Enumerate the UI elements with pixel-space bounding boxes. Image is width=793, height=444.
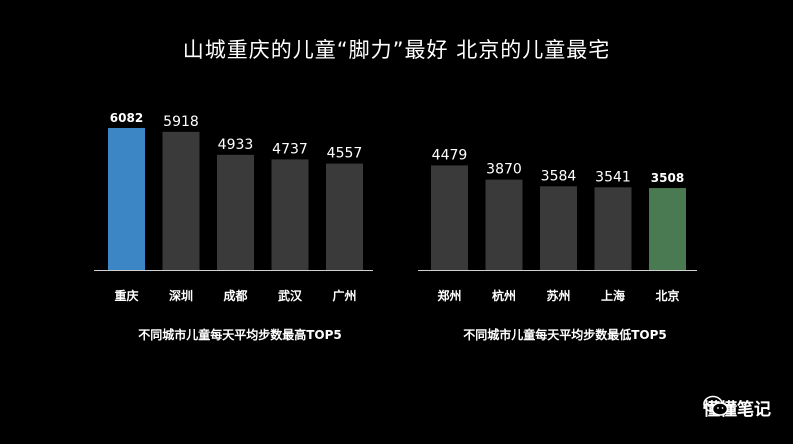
wechat-icon [703,395,729,416]
category-label: 上海 [601,288,625,303]
bar-chart-2: 4479 郑州 3870 杭州 3584 苏州 3541 上海 3508 北京 [418,147,697,303]
bar-重庆 [108,127,145,271]
bar-chart-1: 6082 重庆 5918 深圳 4933 成都 4737 武汉 4557 广州 [94,111,373,303]
bar-value-label: 4557 [327,146,363,162]
category-label: 武汉 [278,288,303,303]
bar-广州 [326,163,363,270]
bar-深圳 [162,131,200,270]
category-label: 深圳 [169,288,193,303]
bar-value-label: 4737 [272,141,308,157]
bar-北京 [649,188,686,270]
watermark: 懂懂笔记 [703,395,771,420]
bar-value-label: 3870 [486,162,522,178]
category-label: 郑州 [437,288,461,303]
bar-成都 [217,154,254,270]
page-title: 山城重庆的儿童“脚力”最好 北京的儿童最宅 [182,38,611,62]
bar-value-label: 3584 [541,168,577,184]
category-label: 广州 [332,288,356,303]
bar-value-label: 3508 [651,171,684,185]
category-label: 重庆 [114,288,138,303]
category-label: 苏州 [546,288,570,303]
chart-caption-highest: 不同城市儿童每天平均步数最高TOP5 [138,328,342,342]
category-label: 成都 [223,288,247,303]
bar-上海 [594,187,632,270]
bar-杭州 [485,179,523,270]
bar-value-label: 4933 [218,137,254,153]
bar-武汉 [271,159,309,270]
bar-value-label: 6082 [110,111,143,125]
chart-caption-lowest: 不同城市儿童每天平均步数最低TOP5 [463,328,667,342]
category-label: 北京 [655,288,679,303]
bar-value-label: 4479 [432,147,468,163]
bar-苏州 [540,186,577,270]
bar-value-label: 5918 [163,114,199,130]
category-label: 杭州 [492,288,516,303]
bar-郑州 [431,165,468,270]
bar-value-label: 3541 [595,169,631,185]
